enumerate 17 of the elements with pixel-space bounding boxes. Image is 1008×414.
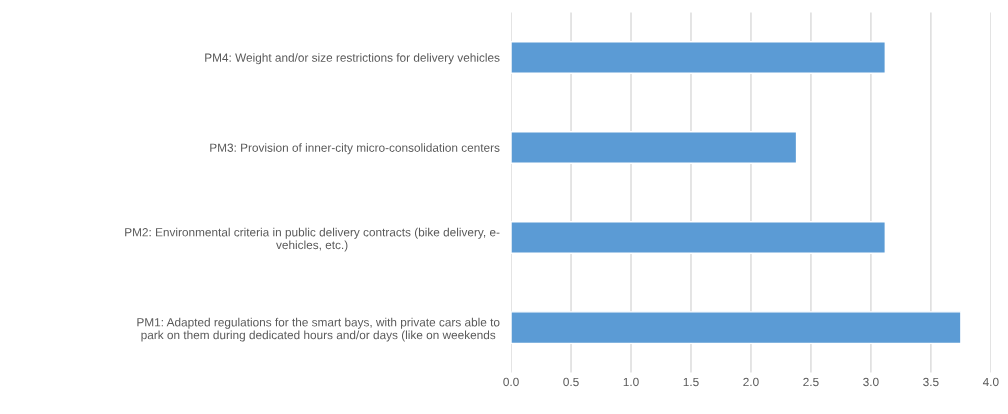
bar: [511, 221, 887, 254]
x-tick-label: 1.5: [683, 377, 699, 387]
x-tick-label: 0.5: [563, 377, 579, 387]
x-tick-label: 1.0: [623, 377, 639, 387]
x-tick-label: 4.0: [982, 377, 999, 387]
y-tick-label: PM1: Adapted regulations for the smart bays, with private cars able to park on them during dedicated hours and/or days (like on weekends: [137, 317, 500, 342]
bar: [511, 40, 887, 74]
x-tick-label: 3.0: [863, 377, 879, 387]
x-tick-label: 2.5: [803, 377, 819, 387]
x-tick-label: 2.0: [743, 377, 759, 387]
y-tick-label: PM3: Provision of inner-city micro-consolidation centers: [210, 143, 500, 155]
x-tick-label: 0.0: [503, 377, 519, 387]
bar: [511, 311, 962, 345]
bar: [511, 131, 798, 164]
y-tick-label: PM2: Environmental criteria in public delivery contracts (bike delivery, e- vehicles, etc.): [125, 227, 500, 252]
x-tick-label: 3.5: [923, 377, 939, 387]
y-tick-label: PM4: Weight and/or size restrictions for delivery vehicles: [205, 53, 500, 65]
